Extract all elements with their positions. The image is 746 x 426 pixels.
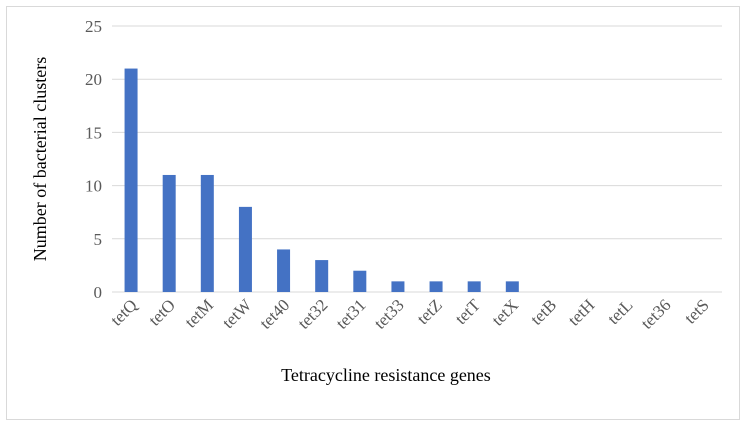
x-tick-label-tet40: tet40 [256,295,293,332]
x-tick-label-tetO: tetO [145,295,179,329]
bar-tetO [162,174,176,292]
y-tick-label: 25 [85,17,102,36]
bar-tetW [238,206,252,292]
x-tick-label-tet32: tet32 [294,295,331,332]
y-tick-label: 5 [94,230,103,249]
x-tick-label-tetM: tetM [181,295,217,331]
x-tick-label-tet33: tet33 [370,295,407,332]
x-tick-label-tetS: tetS [681,295,713,327]
x-tick-label-tetW: tetW [218,295,255,332]
bar-tet31 [353,270,367,292]
x-tick-label-tetH: tetH [564,295,598,329]
x-tick-label-tetT: tetT [451,295,484,328]
x-tick-label-tetQ: tetQ [107,295,141,329]
y-tick-label: 15 [85,123,102,142]
x-tick-label-tetZ: tetZ [413,295,446,328]
bar-tet32 [315,260,329,292]
y-axis-ticks: 0 5 10 15 20 25 [85,17,102,302]
bar-tetZ [429,281,443,292]
y-tick-label: 10 [85,177,102,196]
x-tick-label-tetL: tetL [604,295,637,328]
x-tick-label-tet36: tet36 [637,295,674,332]
y-tick-label: 20 [85,70,102,89]
x-tick-label-tetX: tetX [488,295,522,329]
bar-tetM [200,174,214,292]
bars [124,68,519,292]
bar-tet33 [391,281,405,292]
x-axis-ticks: tetQ tetO tetM tetW tet40 tet32 tet31 tet33 tetZ… [107,295,713,333]
bar-tet40 [277,249,291,292]
y-axis-label: Number of bacterial clusters [30,57,50,261]
x-tick-label-tet31: tet31 [332,295,369,332]
bar-tetX [505,281,519,292]
x-axis-label: Tetracycline resistance genes [281,365,491,385]
x-tick-label-tetB: tetB [527,295,560,328]
y-tick-label: 0 [94,283,103,302]
bar-tetT [467,281,481,292]
bar-tetQ [124,68,138,292]
